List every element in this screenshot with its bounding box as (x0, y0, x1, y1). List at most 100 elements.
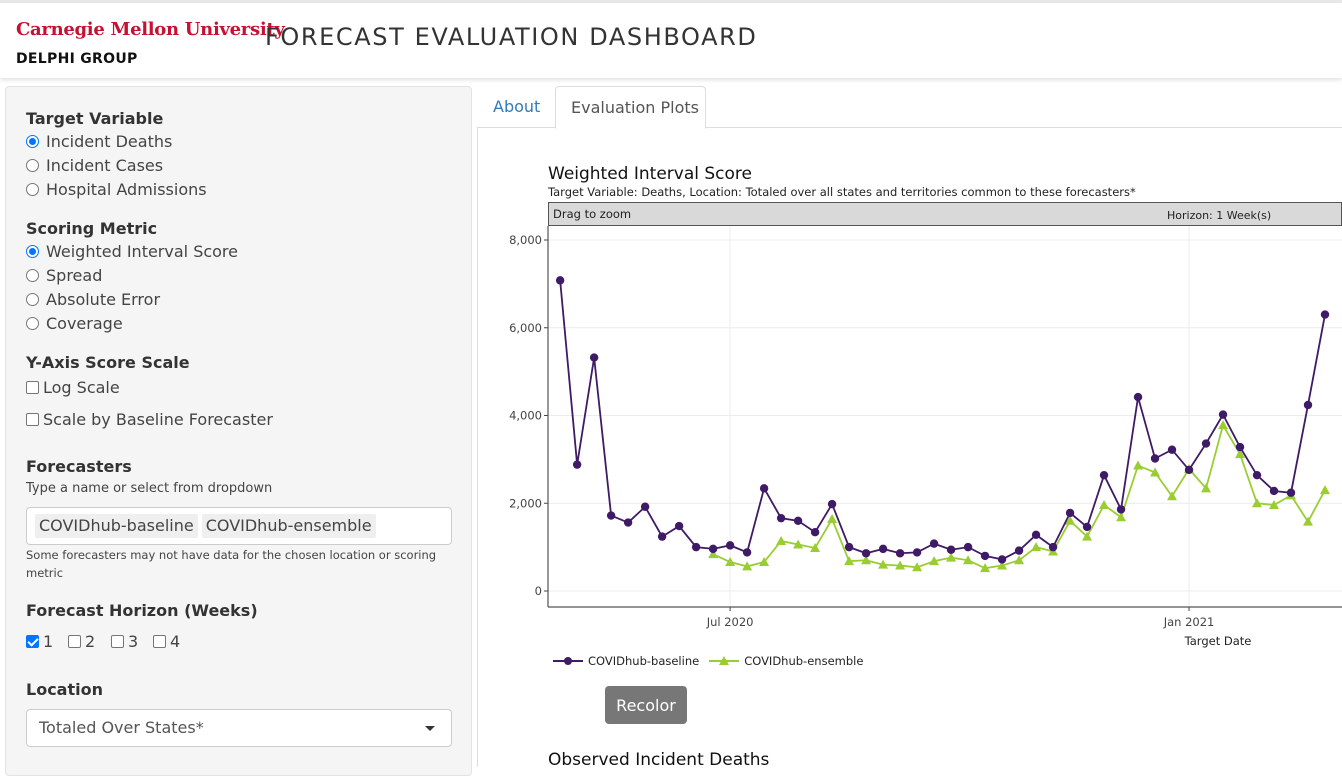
data-point-ensemble (725, 557, 736, 567)
data-point-baseline (1116, 505, 1126, 514)
cmu-logo[interactable]: Carnegie Mellon University (16, 19, 285, 40)
radio-button[interactable] (26, 183, 39, 196)
legend-label-ensemble: COVIDhub-ensemble (744, 654, 864, 668)
log-scale-checkbox[interactable]: Log Scale (26, 378, 120, 397)
tab-about[interactable]: About (493, 97, 541, 116)
facet-label: Horizon: 1 Week(s) (1167, 209, 1272, 222)
data-point-baseline (1167, 445, 1177, 454)
horizon-checkbox-1[interactable]: 1 (26, 632, 53, 651)
data-point-ensemble (759, 557, 770, 567)
x-tick-label: Jul 2020 (706, 615, 754, 629)
delphi-group-label: DELPHI GROUP (16, 51, 138, 67)
radio-button[interactable] (26, 269, 39, 282)
data-point-ensemble (844, 556, 855, 566)
radio-button-checked[interactable] (26, 135, 39, 148)
zoom-hint: Drag to zoom (553, 207, 632, 221)
data-point-baseline (1184, 465, 1194, 475)
horizon-checkbox-3[interactable]: 3 (111, 632, 138, 651)
data-point-ensemble (997, 560, 1008, 570)
data-point-ensemble (946, 552, 957, 562)
legend-item-ensemble[interactable]: COVIDhub-ensemble (709, 654, 863, 668)
evaluation-plots-panel (477, 127, 1342, 767)
radio-button[interactable] (26, 293, 39, 306)
data-point-baseline (674, 521, 684, 531)
forecaster-tag[interactable]: COVIDhub-ensemble (201, 514, 376, 538)
data-point-baseline (1031, 530, 1041, 540)
data-point-ensemble (1014, 555, 1025, 565)
forecasters-hint: Type a name or select from dropdown (26, 481, 273, 496)
data-point-baseline (929, 539, 939, 548)
zoom-strip[interactable]: Drag to zoom Horizon: 1 Week(s) (548, 202, 1342, 226)
radio-absolute-error[interactable]: Absolute Error (26, 290, 160, 309)
data-point-baseline (1133, 392, 1143, 402)
data-point-baseline (742, 548, 752, 557)
data-point-ensemble (895, 560, 906, 570)
data-point-ensemble (1167, 491, 1178, 501)
checkbox[interactable] (111, 635, 124, 648)
data-point-baseline (623, 518, 633, 527)
sidebar-panel: Target Variable Incident Deaths Incident… (5, 86, 472, 776)
data-point-baseline (1218, 410, 1228, 419)
forecasters-multiselect[interactable]: COVIDhub-baseline COVIDhub-ensemble (26, 507, 452, 545)
data-point-ensemble (1065, 515, 1076, 525)
horizon-checkbox-2[interactable]: 2 (68, 632, 95, 651)
radio-coverage[interactable]: Coverage (26, 314, 123, 333)
data-point-baseline (589, 353, 599, 362)
data-point-baseline (1252, 470, 1262, 480)
data-point-ensemble (1082, 531, 1093, 541)
scoring-metric-title: Scoring Metric (26, 219, 158, 238)
data-point-baseline (657, 532, 667, 541)
radio-incident-cases[interactable]: Incident Cases (26, 156, 163, 175)
data-point-baseline (827, 499, 837, 509)
data-point-baseline (1065, 508, 1075, 518)
checkbox[interactable] (153, 635, 166, 648)
data-point-baseline (1201, 439, 1211, 448)
data-point-ensemble (827, 514, 838, 524)
radio-incident-deaths[interactable]: Incident Deaths (26, 132, 172, 151)
y-tick-label: 6,000 (509, 321, 542, 335)
radio-weighted-interval-score[interactable]: Weighted Interval Score (26, 242, 238, 261)
forecaster-tag[interactable]: COVIDhub-baseline (35, 514, 198, 538)
page-title: FORECAST EVALUATION DASHBOARD (265, 23, 758, 51)
scale-by-baseline-checkbox[interactable]: Scale by Baseline Forecaster (26, 410, 273, 429)
data-point-baseline (1014, 546, 1024, 555)
data-point-baseline (1320, 310, 1330, 319)
data-point-baseline (946, 545, 956, 554)
data-point-baseline (963, 542, 973, 552)
location-select[interactable]: Totaled Over States* (26, 709, 452, 747)
data-point-ensemble (776, 535, 787, 545)
data-point-ensemble (963, 555, 974, 565)
legend-swatch-baseline (553, 657, 583, 665)
y-tick-label: 0 (535, 584, 542, 598)
radio-spread[interactable]: Spread (26, 266, 102, 285)
legend-item-baseline[interactable]: COVIDhub-baseline (553, 654, 699, 668)
horizon-checkbox-4[interactable]: 4 (153, 632, 180, 651)
radio-hospital-admissions[interactable]: Hospital Admissions (26, 180, 207, 199)
data-point-ensemble (708, 549, 719, 559)
forecasters-note: Some forecasters may not have data for t… (26, 548, 437, 580)
recolor-button[interactable]: Recolor (605, 686, 687, 724)
radio-button-checked[interactable] (26, 245, 39, 258)
data-point-baseline (1048, 542, 1058, 552)
data-point-ensemble (1150, 467, 1161, 477)
app-header: Carnegie Mellon University DELPHI GROUP … (0, 3, 1342, 78)
observed-deaths-title: Observed Incident Deaths (548, 750, 770, 770)
data-point-baseline (912, 548, 922, 557)
top-border (0, 0, 1342, 3)
forecasters-title: Forecasters (26, 457, 132, 476)
checkbox[interactable] (26, 413, 39, 426)
data-point-ensemble (1031, 542, 1042, 552)
checkbox[interactable] (68, 635, 81, 648)
data-point-ensemble (861, 555, 872, 565)
checkbox[interactable] (26, 381, 39, 394)
checkbox-checked[interactable] (26, 635, 39, 648)
radio-button[interactable] (26, 159, 39, 172)
tab-bar: About Evaluation Plots (477, 86, 1342, 129)
tab-evaluation-plots[interactable]: Evaluation Plots (555, 86, 706, 129)
wis-line-chart[interactable]: 0 2,000 4,000 6,000 8,000 Jul 2020 Jan 2021 Tar… (490, 226, 1342, 656)
data-point-baseline (793, 516, 803, 525)
data-point-ensemble (793, 539, 804, 549)
data-point-baseline (759, 484, 769, 493)
radio-button[interactable] (26, 317, 39, 330)
chart-legend: COVIDhub-baseline COVIDhub-ensemble (553, 654, 863, 668)
